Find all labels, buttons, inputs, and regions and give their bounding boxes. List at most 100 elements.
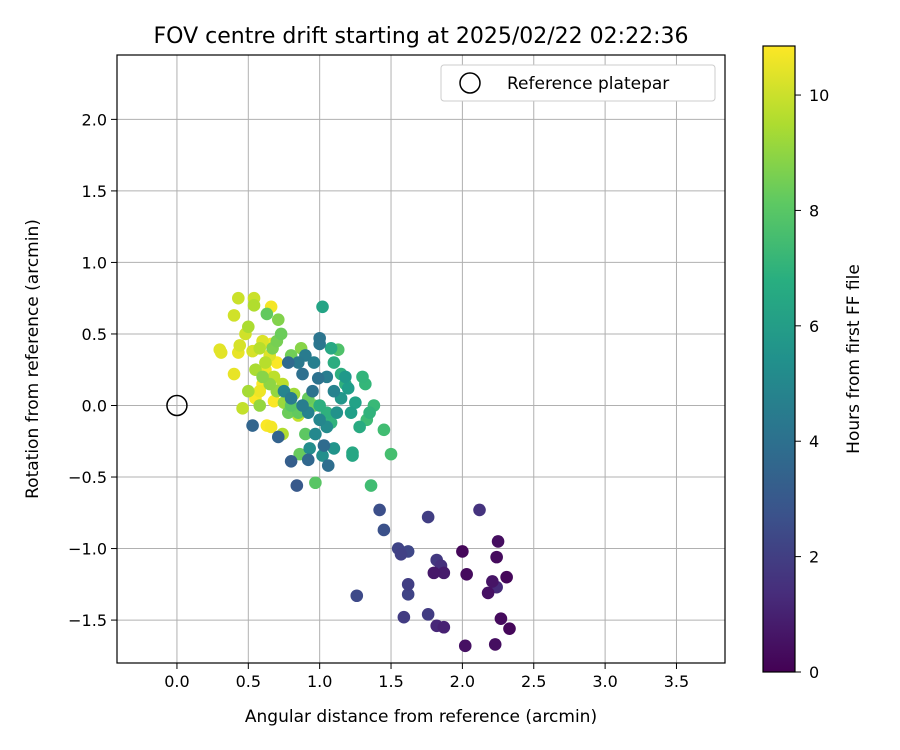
- data-point: [306, 384, 319, 398]
- colorbar-tick-label: 6: [809, 317, 819, 336]
- data-point: [427, 566, 441, 580]
- data-point: [473, 503, 486, 517]
- x-tick-label: 0.5: [236, 672, 261, 691]
- data-point: [316, 449, 329, 462]
- y-tick-label: 2.0: [82, 110, 107, 129]
- data-point: [309, 427, 322, 441]
- data-point: [344, 406, 358, 419]
- data-point: [232, 291, 245, 305]
- data-point: [296, 399, 309, 412]
- data-point: [264, 420, 278, 434]
- data-point: [313, 413, 326, 427]
- data-point: [313, 399, 326, 412]
- data-point: [307, 356, 321, 369]
- data-point: [227, 367, 241, 381]
- data-point: [377, 423, 391, 437]
- y-tick-label: 0.0: [82, 396, 107, 415]
- data-point: [274, 327, 288, 341]
- data-point: [253, 341, 267, 355]
- x-tick-label: 2.5: [521, 672, 546, 691]
- y-tick-label: −1.5: [68, 611, 107, 630]
- y-tick-label: −1.0: [68, 540, 107, 559]
- data-point: [500, 570, 513, 584]
- data-point: [339, 370, 352, 384]
- data-point: [327, 384, 341, 398]
- data-point: [490, 550, 503, 564]
- data-point: [324, 341, 338, 355]
- y-tick-label: 1.0: [82, 253, 107, 272]
- data-point: [299, 427, 312, 441]
- data-point: [253, 384, 267, 398]
- x-tick-label: 1.5: [378, 672, 403, 691]
- data-point: [227, 309, 241, 322]
- data-point: [327, 442, 341, 455]
- data-point: [421, 510, 435, 524]
- colorbar-tick-label: 0: [809, 663, 819, 682]
- data-point: [494, 612, 508, 625]
- data-point: [503, 622, 516, 635]
- data-point: [284, 454, 298, 468]
- data-point: [330, 406, 344, 419]
- data-point: [260, 307, 274, 321]
- data-point: [296, 367, 309, 381]
- data-point: [346, 449, 359, 462]
- data-point: [363, 406, 376, 419]
- colorbar-tick-label: 2: [809, 548, 819, 567]
- chart-title: FOV centre drift starting at 2025/02/22 …: [154, 24, 689, 49]
- data-point: [384, 447, 398, 461]
- data-point: [291, 356, 305, 369]
- data-point: [353, 420, 366, 434]
- data-point: [327, 356, 341, 369]
- legend-label: Reference platepar: [507, 74, 669, 94]
- data-point: [321, 459, 335, 472]
- data-point: [236, 402, 249, 415]
- x-axis-label: Angular distance from reference (arcmin): [245, 707, 597, 727]
- data-point: [486, 575, 499, 588]
- data-point: [350, 589, 364, 603]
- x-tick-label: 2.0: [450, 672, 475, 691]
- data-point: [401, 578, 415, 591]
- data-point: [313, 331, 326, 345]
- data-point: [311, 372, 325, 385]
- y-axis-label: Rotation from reference (arcmin): [23, 219, 43, 499]
- data-point: [259, 356, 272, 369]
- data-point: [437, 566, 451, 580]
- data-point: [421, 608, 435, 621]
- data-point: [491, 535, 505, 548]
- axis-ticks: 0.0 0.5 1.0 1.5 2.0 2.5 3.0 3.5 −1.5 −1.0 −0.5 0.0 0…: [68, 110, 689, 691]
- data-point: [341, 382, 355, 395]
- data-point: [214, 346, 228, 359]
- x-tick-label: 3.0: [592, 672, 617, 691]
- data-point: [488, 638, 502, 651]
- grid: [117, 55, 725, 663]
- data-point: [456, 545, 469, 558]
- y-tick-label: −0.5: [68, 468, 107, 487]
- data-point: [281, 356, 295, 369]
- data-point: [316, 300, 329, 314]
- colorbar-bar: [762, 45, 796, 673]
- data-point: [253, 399, 267, 412]
- data-point: [437, 620, 451, 634]
- data-point: [303, 442, 316, 455]
- data-point: [349, 396, 362, 409]
- colorbar-tick-label: 10: [809, 86, 829, 105]
- legend-box: [440, 64, 716, 102]
- reference-point-marker: [166, 394, 188, 417]
- data-points: [213, 291, 516, 653]
- data-point: [267, 394, 281, 408]
- data-point: [301, 453, 315, 467]
- colorbar-tick-label: 8: [809, 201, 819, 220]
- colorbar-tick-label: 4: [809, 432, 819, 451]
- data-point: [242, 384, 255, 398]
- legend-marker-open-circle: [459, 72, 481, 94]
- x-tick-label: 0.0: [164, 672, 189, 691]
- x-tick-label: 1.0: [307, 672, 332, 691]
- data-point: [247, 299, 261, 312]
- data-point: [242, 320, 255, 334]
- plot-frame: [116, 54, 726, 664]
- colorbar-ticks: 0 2 4 6 8 10: [795, 86, 829, 682]
- colorbar-label: Hours from first FF file: [844, 264, 864, 454]
- data-point: [481, 586, 495, 600]
- data-point: [356, 370, 369, 384]
